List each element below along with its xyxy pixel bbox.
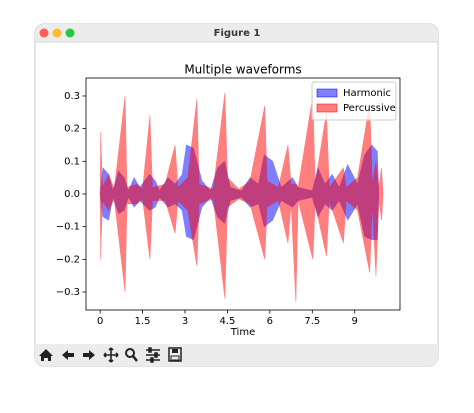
chart-title: Multiple waveforms [184,63,301,77]
legend-swatch [316,103,338,113]
minimize-button[interactable] [52,28,62,38]
x-tick-label: 1.5 [135,316,151,327]
x-tick-label: 0 [97,316,103,327]
back-button[interactable] [62,350,74,360]
y-tick-label: 0.1 [64,156,80,167]
toolbar [35,344,438,366]
close-button[interactable] [39,28,49,38]
x-tick-label: 6 [267,316,273,327]
save-button[interactable] [168,347,182,362]
x-tick-label: 9 [352,316,358,327]
y-tick-label: −0.3 [56,287,80,298]
zoom-rect-button[interactable] [125,348,138,362]
toolbar-icons [39,347,182,363]
legend-swatch [316,88,338,98]
y-tick-label: 0.0 [64,189,80,200]
legend-label: Harmonic [343,88,391,99]
legend-label: Percussive [343,103,396,114]
home-button[interactable] [39,349,53,361]
x-tick-label: 7.5 [304,316,320,327]
x-axis-label: Time [230,327,255,338]
plot [99,92,384,302]
x-tick-label: 3 [182,316,188,327]
pan-button[interactable] [103,347,119,363]
y-tick-label: −0.2 [56,254,80,265]
title-bar [35,24,438,42]
window-title: Figure 1 [214,28,261,39]
zoom-button[interactable] [65,28,75,38]
configure-button[interactable] [146,347,160,363]
x-tick-label: 4.5 [219,316,235,327]
y-tick-label: 0.2 [64,124,80,135]
forward-button[interactable] [83,350,95,360]
waveform-area [99,92,384,302]
y-tick-label: −0.1 [56,222,80,233]
y-tick-label: 0.3 [64,91,80,102]
